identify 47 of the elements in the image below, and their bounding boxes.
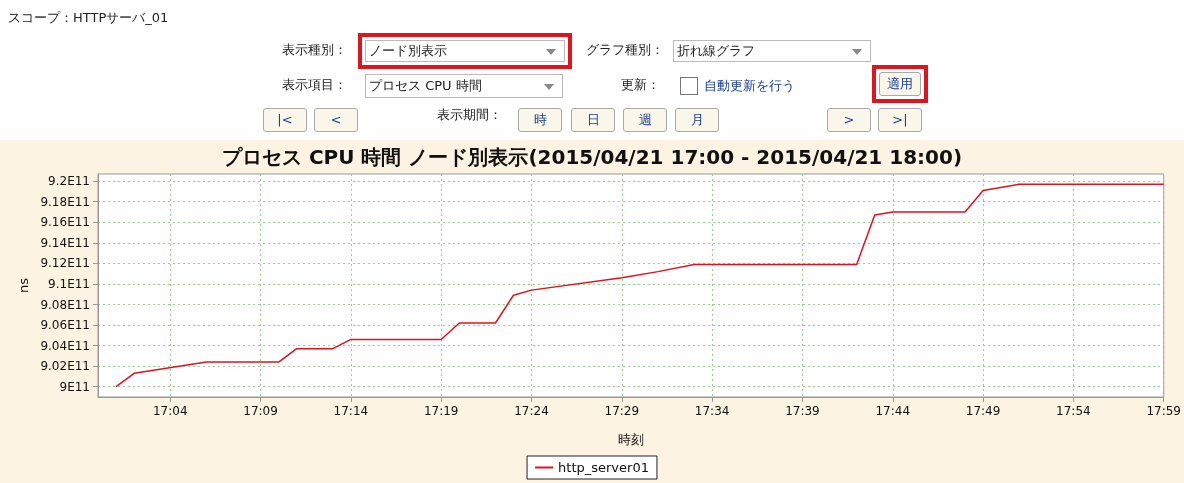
button: < (314, 108, 358, 132)
text: スコープ：HTTPサーバ_01 (8, 9, 169, 27)
x-tick-label: 17:04 (152, 404, 188, 418)
x-tick-label: 17:29 (604, 404, 640, 418)
button: 日 (571, 108, 615, 132)
text: 自動更新を行う (704, 77, 795, 95)
text: 表示種別： (281, 41, 347, 59)
dropdown-field: 折れ線グラフ (673, 40, 871, 62)
x-tick-label: 17:34 (694, 404, 730, 418)
x-tick-label: 17:39 (785, 404, 820, 418)
button: 適用 (879, 72, 921, 96)
y-tick-label: 9.06E11 (40, 318, 90, 333)
x-tick-label: 17:19 (423, 404, 459, 418)
y-tick-label: 9.04E11 (40, 338, 90, 353)
x-tick-label: 17:24 (514, 404, 549, 418)
y-tick-label: 9.18E11 (40, 194, 90, 209)
legend-label: http_server01 (558, 460, 649, 475)
text: グラフ種別： (585, 41, 664, 59)
button: 月 (675, 108, 719, 132)
x-tick-label: 17:49 (965, 404, 1001, 418)
button: >| (878, 108, 922, 132)
x-tick-label: 17:44 (875, 404, 911, 418)
chart-title: プロセス CPU 時間 ノード別表示(2015/04/21 17:00 - 2015/04/21 18:00) (221, 145, 963, 169)
y-tick-label: 9.14E11 (40, 235, 90, 250)
text: 更新： (620, 76, 660, 94)
button: |< (263, 108, 307, 132)
dropdown-field: ノード別表示 (365, 40, 565, 62)
y-tick-label: 9.2E11 (48, 174, 90, 189)
x-tick-label: 17:09 (243, 404, 278, 418)
line-series (115, 183, 1165, 388)
y-tick-label: 9.1E11 (48, 276, 90, 291)
button: > (827, 108, 871, 132)
y-axis-title: ns (15, 277, 31, 294)
y-tick-label: 9.08E11 (40, 297, 90, 312)
x-axis-title: 時刻 (617, 432, 644, 447)
y-tick-label: 9.12E11 (40, 256, 90, 271)
x-tick-label: 17:54 (1056, 404, 1091, 418)
button: 週 (623, 108, 667, 132)
dropdown-field: プロセス CPU 時間 (365, 74, 563, 98)
y-tick-label: 9.02E11 (40, 359, 90, 374)
text: 表示期間： (436, 106, 502, 124)
y-tick-label: 9E11 (59, 379, 90, 394)
x-tick-label: 17:59 (1146, 404, 1182, 418)
y-tick-label: 9.16E11 (40, 215, 90, 230)
button: 時 (518, 108, 562, 132)
x-tick-label: 17:14 (333, 404, 369, 418)
text: 表示項目： (281, 76, 347, 94)
